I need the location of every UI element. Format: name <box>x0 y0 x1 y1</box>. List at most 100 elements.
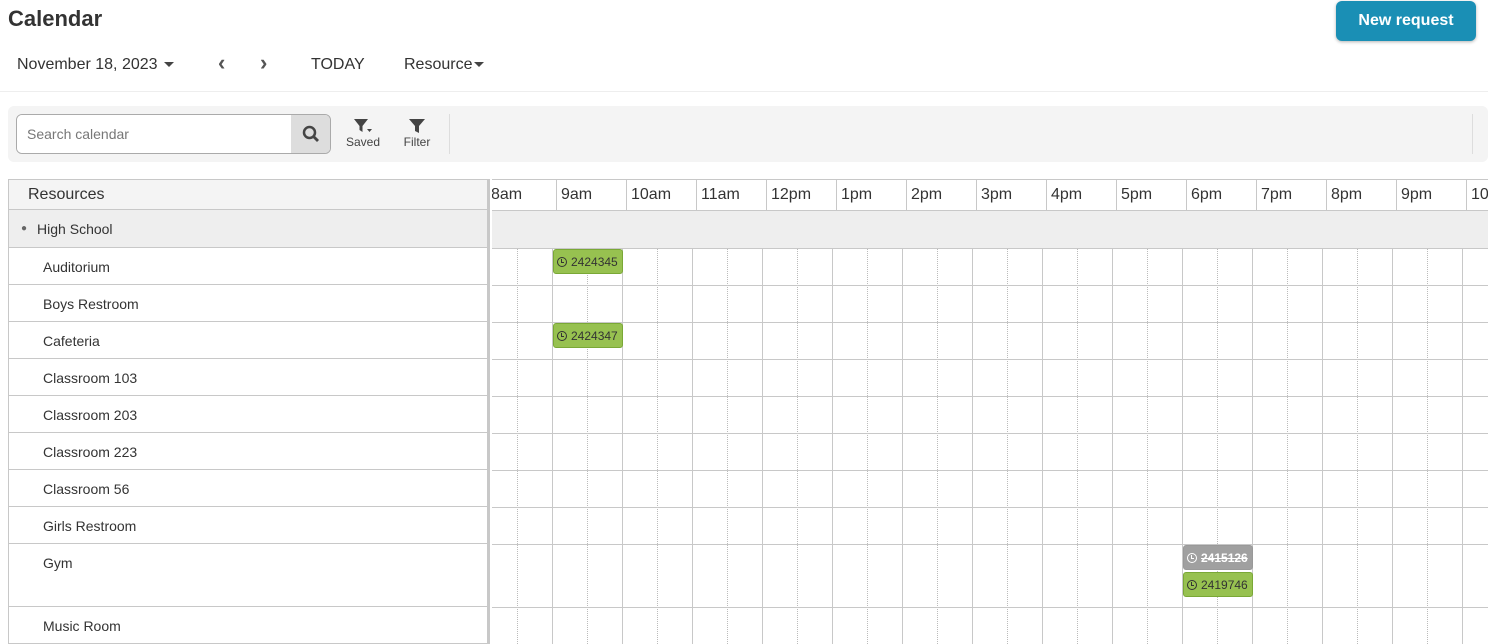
group-high-school[interactable]: ● High School <box>9 210 487 248</box>
hour-header: 6pm <box>1186 180 1256 210</box>
row-divider <box>492 544 1488 545</box>
search-box <box>16 114 331 154</box>
date-picker[interactable]: November 18, 2023 <box>17 56 174 74</box>
resource-row[interactable]: Auditorium <box>9 248 487 285</box>
half-hour-gridline <box>1077 248 1078 644</box>
hour-gridline <box>832 248 833 644</box>
event-id: 2415126 <box>1201 550 1248 565</box>
filter-button[interactable]: Filter <box>397 118 437 149</box>
hour-header: 9am <box>556 180 626 210</box>
page-title: Calendar <box>8 6 103 31</box>
half-hour-gridline <box>1147 248 1148 644</box>
hour-gridline <box>762 248 763 644</box>
half-hour-gridline <box>1287 248 1288 644</box>
resource-row[interactable]: Classroom 223 <box>9 433 487 470</box>
hour-header: 10am <box>626 180 696 210</box>
half-hour-gridline <box>727 248 728 644</box>
resource-list: Resources ● High School Auditorium Boys Re… <box>8 179 490 644</box>
row-divider <box>492 470 1488 471</box>
event-id: 2424345 <box>571 254 618 269</box>
divider <box>0 91 1488 92</box>
resource-row[interactable]: Cafeteria <box>9 322 487 359</box>
clock-icon <box>557 256 567 267</box>
row-divider <box>492 285 1488 286</box>
timeline-grid: 8am 9am 10am 11am 12pm 1pm 2pm 3pm 4pm 5pm 6pm 7pm 8… <box>492 179 1488 644</box>
hour-header: 10pm <box>1466 180 1488 210</box>
hour-header: 1pm <box>836 180 906 210</box>
row-divider <box>492 396 1488 397</box>
hour-gridline <box>1392 248 1393 644</box>
hour-gridline <box>552 248 553 644</box>
clock-icon <box>557 330 567 341</box>
event-cancelled[interactable]: 2415126 <box>1183 545 1253 570</box>
resource-row[interactable]: Classroom 103 <box>9 359 487 396</box>
hour-gridline <box>622 248 623 644</box>
prev-arrow-icon[interactable]: ‹ <box>218 50 226 75</box>
resource-row[interactable]: Classroom 56 <box>9 470 487 507</box>
hour-header: 12pm <box>766 180 836 210</box>
row-divider <box>492 433 1488 434</box>
hour-gridline <box>1042 248 1043 644</box>
half-hour-gridline <box>587 248 588 644</box>
half-hour-gridline <box>517 248 518 644</box>
resources-header: Resources <box>9 180 487 210</box>
event-approved[interactable]: 2424347 <box>553 323 623 348</box>
saved-filter-icon <box>354 119 372 132</box>
half-hour-gridline <box>1007 248 1008 644</box>
new-request-button[interactable]: New request <box>1336 1 1476 41</box>
event-approved[interactable]: 2419746 <box>1183 572 1253 597</box>
row-divider <box>492 248 1488 249</box>
half-hour-gridline <box>797 248 798 644</box>
clock-icon <box>1187 552 1197 563</box>
hour-header: 8am <box>492 180 556 210</box>
search-button[interactable] <box>291 115 330 153</box>
caret-down-icon <box>163 62 174 68</box>
row-divider <box>492 359 1488 360</box>
hour-gridline <box>1322 248 1323 644</box>
caret-down-icon <box>474 62 485 68</box>
hour-header: 4pm <box>1046 180 1116 210</box>
resource-row[interactable]: Girls Restroom <box>9 507 487 544</box>
hour-header: 11am <box>696 180 766 210</box>
hour-gridline <box>1462 248 1463 644</box>
row-divider <box>492 210 1488 211</box>
row-divider <box>492 507 1488 508</box>
hour-gridline <box>902 248 903 644</box>
filter-icon <box>409 119 425 133</box>
today-button[interactable]: TODAY <box>311 56 365 73</box>
half-hour-gridline <box>937 248 938 644</box>
hour-gridline <box>972 248 973 644</box>
row-divider <box>492 607 1488 608</box>
view-dropdown[interactable]: Resource <box>404 56 485 74</box>
resource-row[interactable]: Music Room <box>9 607 487 644</box>
resource-row[interactable]: Classroom 203 <box>9 396 487 433</box>
next-arrow-icon[interactable]: › <box>260 50 268 75</box>
divider <box>1472 114 1473 154</box>
group-row-band <box>492 210 1488 248</box>
resource-row[interactable]: Boys Restroom <box>9 285 487 322</box>
date-label: November 18, 2023 <box>17 56 158 73</box>
saved-filters-button[interactable]: Saved <box>343 118 383 149</box>
hour-gridline <box>1252 248 1253 644</box>
half-hour-gridline <box>1357 248 1358 644</box>
hour-gridline <box>692 248 693 644</box>
hour-header: 5pm <box>1116 180 1186 210</box>
event-approved[interactable]: 2424345 <box>553 249 623 274</box>
hour-header: 3pm <box>976 180 1046 210</box>
hour-header: 9pm <box>1396 180 1466 210</box>
hour-header: 7pm <box>1256 180 1326 210</box>
clock-icon <box>1187 579 1197 590</box>
hour-header: 2pm <box>906 180 976 210</box>
bullet-icon: ● <box>21 223 28 234</box>
row-divider <box>492 322 1488 323</box>
hour-gridline <box>1112 248 1113 644</box>
half-hour-gridline <box>867 248 868 644</box>
hour-header: 8pm <box>1326 180 1396 210</box>
event-id: 2419746 <box>1201 577 1248 592</box>
divider <box>449 114 450 154</box>
resource-row[interactable]: Gym <box>9 544 487 607</box>
half-hour-gridline <box>1217 248 1218 644</box>
search-input[interactable] <box>17 115 291 153</box>
event-id: 2424347 <box>571 328 618 343</box>
half-hour-gridline <box>657 248 658 644</box>
